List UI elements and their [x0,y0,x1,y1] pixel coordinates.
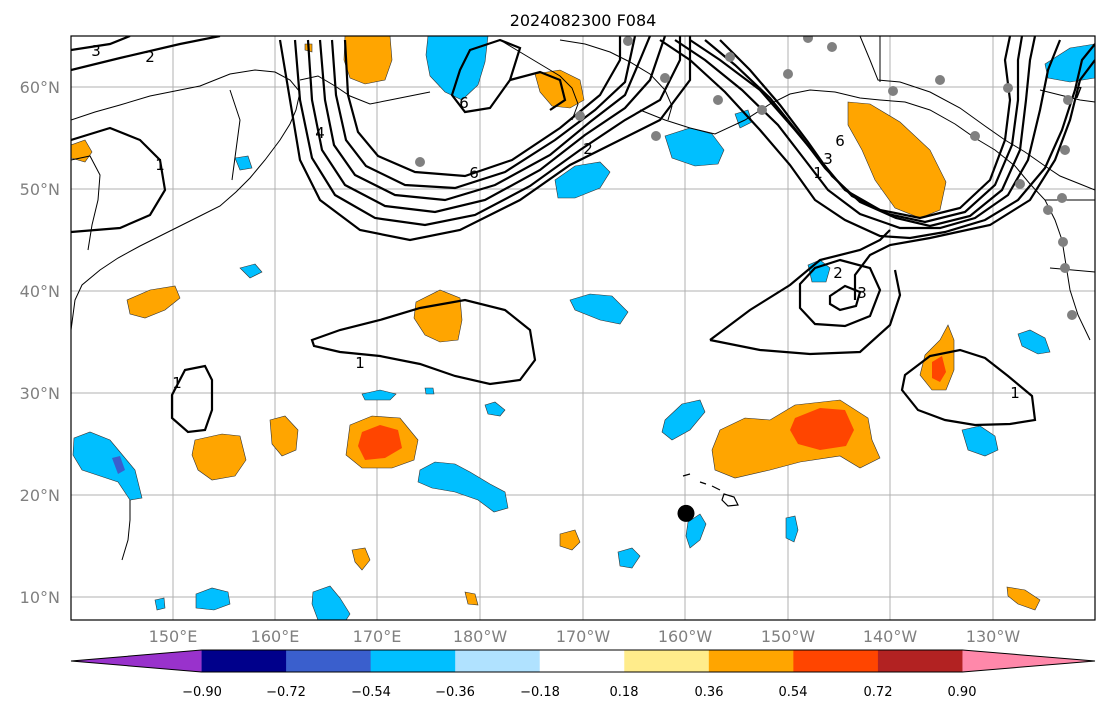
longitude-labels: 150°E 160°E 170°E 180°W 170°W 160°W 150°… [149,627,1021,646]
contour-label: 2 [583,140,593,158]
colorbar-tick-labels: −0.90 −0.72 −0.54 −0.36 −0.18 0.18 0.36 … [182,685,976,700]
colorbar-tick: −0.18 [520,685,560,700]
colorbar-segment [539,650,625,672]
colorbar-segment [370,650,456,672]
hawaii-islands [682,473,739,507]
lon-label: 130°W [966,627,1021,646]
colorbar-tick: −0.90 [182,685,222,700]
latitude-labels: 60°N 50°N 40°N 30°N 20°N 10°N [20,78,60,607]
colorbar-segment [708,650,794,672]
lon-label: 150°E [149,627,198,646]
colorbar-tick: 0.36 [695,685,724,700]
contour-label: 1 [813,164,823,182]
lon-label: 170°W [556,627,611,646]
colorbar-tick: 0.90 [948,685,977,700]
contour-label: 1 [1010,384,1020,402]
coastlines [71,36,1095,561]
map-frame [70,35,1096,621]
negative-anomaly-areas [72,36,1095,620]
colorbar-outline [70,649,1096,673]
contour-labels: 1 1 1 1 1 2 2 2 3 3 3 4 6 6 6 7 [91,42,1083,402]
colorbar-segment [455,650,541,672]
colorbar-segment [877,650,963,672]
colorbar-tick: 0.18 [610,685,639,700]
map-title: 2024082300 F084 [510,11,657,30]
contour-lines [71,36,1095,434]
lon-label: 140°W [863,627,918,646]
colorbar-tick: −0.54 [351,685,391,700]
contour-label: 4 [315,124,325,142]
contour-label: 1 [355,354,365,372]
colorbar-tick: 0.72 [864,685,893,700]
storm-position-marker [677,504,695,522]
contour-label: 6 [459,94,469,112]
lon-label: 160°E [251,627,300,646]
contour-label: 6 [835,132,845,150]
lat-label: 60°N [20,78,60,97]
gridlines [71,36,1095,620]
lat-label: 50°N [20,180,60,199]
colorbar-segment [201,650,287,672]
contour-label: 3 [91,42,101,60]
colorbar-segment [71,650,202,672]
lat-label: 30°N [20,384,60,403]
lon-label: 160°W [658,627,713,646]
strong-positive-anomaly-areas [358,356,946,460]
colorbar-segment [286,650,372,672]
positive-anomaly-areas [71,36,1041,611]
colorbar-tick: −0.36 [435,685,475,700]
colorbar-tick: −0.72 [266,685,306,700]
contour-label: 1 [155,156,165,174]
lon-label: 150°W [761,627,816,646]
contour-label: 1 [172,374,182,392]
colorbar-segment [793,650,879,672]
lat-label: 10°N [20,588,60,607]
station-markers [415,36,1077,320]
contour-label: 2 [833,264,843,282]
contour-label: 3 [823,150,833,168]
lat-label: 40°N [20,282,60,301]
strong-negative-anomaly-areas [112,456,125,474]
contour-label: 2 [145,48,155,66]
contour-label: 6 [469,164,479,182]
colorbar-tick: 0.54 [779,685,808,700]
colorbar [70,649,1096,673]
lon-label: 180°W [453,627,508,646]
contour-label: 3 [857,284,867,302]
colorbar-segment [962,650,1095,672]
lat-label: 20°N [20,486,60,505]
lon-label: 170°E [353,627,402,646]
colorbar-segment [624,650,710,672]
contour-label: 7 [1073,84,1083,102]
